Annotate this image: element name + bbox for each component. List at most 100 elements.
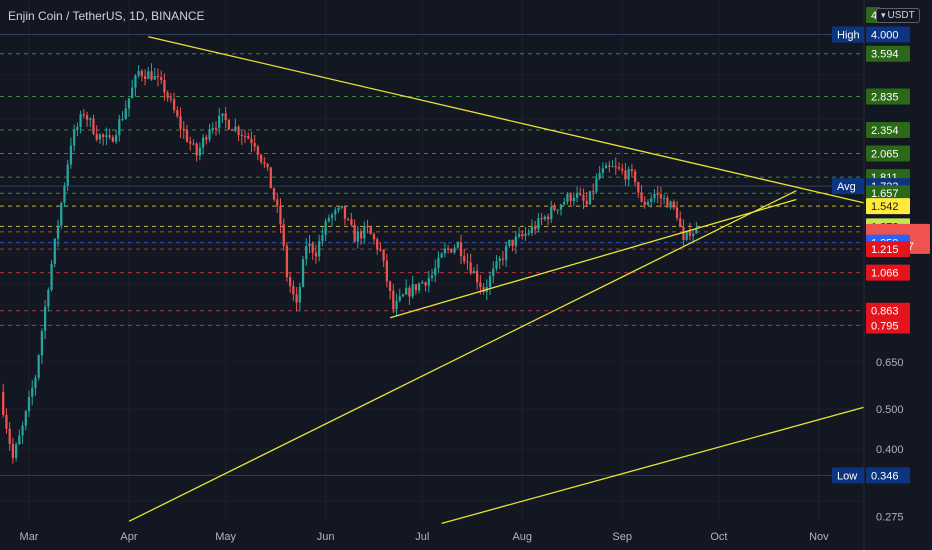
x-tick-label: Sep [612,531,632,543]
candle-body [540,218,543,220]
candle-body [160,77,163,80]
candle-body [292,286,295,295]
candle-body [321,234,324,242]
candle-body [143,76,147,79]
candle-body [521,234,524,237]
candle-body [24,411,27,426]
candle-body [114,135,118,142]
candle-body [398,296,401,301]
candle-body [579,193,582,196]
candle-body [5,414,8,429]
candle-body [385,260,388,282]
level-label: 0.795 [871,320,899,332]
candle-body [156,75,160,78]
candle-body [260,154,263,162]
candle-body [63,185,66,204]
candle-body [492,268,495,277]
candle-body [218,115,221,129]
candle-body [585,200,588,205]
trendline-lower-rising [389,198,797,319]
candle-body [617,167,621,169]
candle-body [198,147,202,156]
y-tick-label: 0.500 [876,404,904,416]
candle-body [537,218,540,230]
candle-body [340,205,343,208]
candle-body [73,130,76,146]
level-label: 2.835 [871,91,899,103]
candle-body [459,242,463,257]
candle-body [240,134,243,136]
level-tag: High [837,29,860,41]
candle-body [534,226,537,230]
candle-body [659,194,663,199]
candle-body [85,115,89,120]
candle-body [195,143,198,156]
candle-body [472,270,476,274]
candle-body [476,270,479,283]
candle-body [546,216,550,220]
candle-body [595,178,598,192]
candle-body [185,130,189,142]
candle-body [269,167,272,189]
candle-body [621,168,624,171]
trendline-bottom-rising [441,406,865,524]
candle-body [221,113,224,116]
candle-body [550,206,553,220]
candle-body [530,226,534,234]
candle-body [604,165,608,169]
candle-body [582,195,585,201]
x-tick-label: Mar [20,531,39,543]
candle-body [327,218,330,222]
candle-body [108,135,111,138]
candle-body [98,134,102,140]
candle-body [401,294,405,297]
candle-body [666,197,669,208]
level-label-bg [866,241,910,258]
candle-body [427,277,430,286]
candle-body [382,249,385,261]
candle-body [662,197,666,199]
candle-body [37,355,40,378]
x-tick-label: Aug [512,531,532,543]
candle-body [253,143,256,147]
level-label-bg [866,88,910,105]
candle-body [153,75,156,80]
candle-body [82,114,85,116]
candle-body [289,277,292,287]
candle-body [266,163,269,168]
candle-body [366,226,369,228]
candle-body [111,137,114,142]
candle-body [250,138,253,144]
candle-body [572,197,575,202]
candle-body [140,71,143,77]
candle-body [566,194,569,202]
candle-body [14,444,18,458]
level-label: 4.000 [871,29,899,41]
candle-body [169,98,172,100]
candle-body [392,290,395,310]
candle-body [102,134,105,137]
candle-body [456,242,459,248]
level-tag-bg [832,178,864,195]
level-label: 3.594 [871,49,899,61]
candle-body [624,170,627,180]
candle-body [214,127,218,129]
candle-body [324,221,327,235]
candle-body [614,166,617,168]
candle-body [230,129,234,131]
candle-body [330,214,334,219]
candle-body [592,191,595,193]
candle-body [224,113,227,121]
trendline-long-rising [128,190,797,522]
currency-selector[interactable]: ▾ USDT [876,8,920,23]
candle-body [505,245,508,260]
candle-body [363,226,366,239]
candle-body [105,135,108,137]
candle-body [376,239,379,250]
level-label-bg [866,198,910,215]
candle-body [524,233,527,237]
candle-body [243,135,247,137]
candle-body [527,233,530,235]
candle-body [379,249,382,251]
